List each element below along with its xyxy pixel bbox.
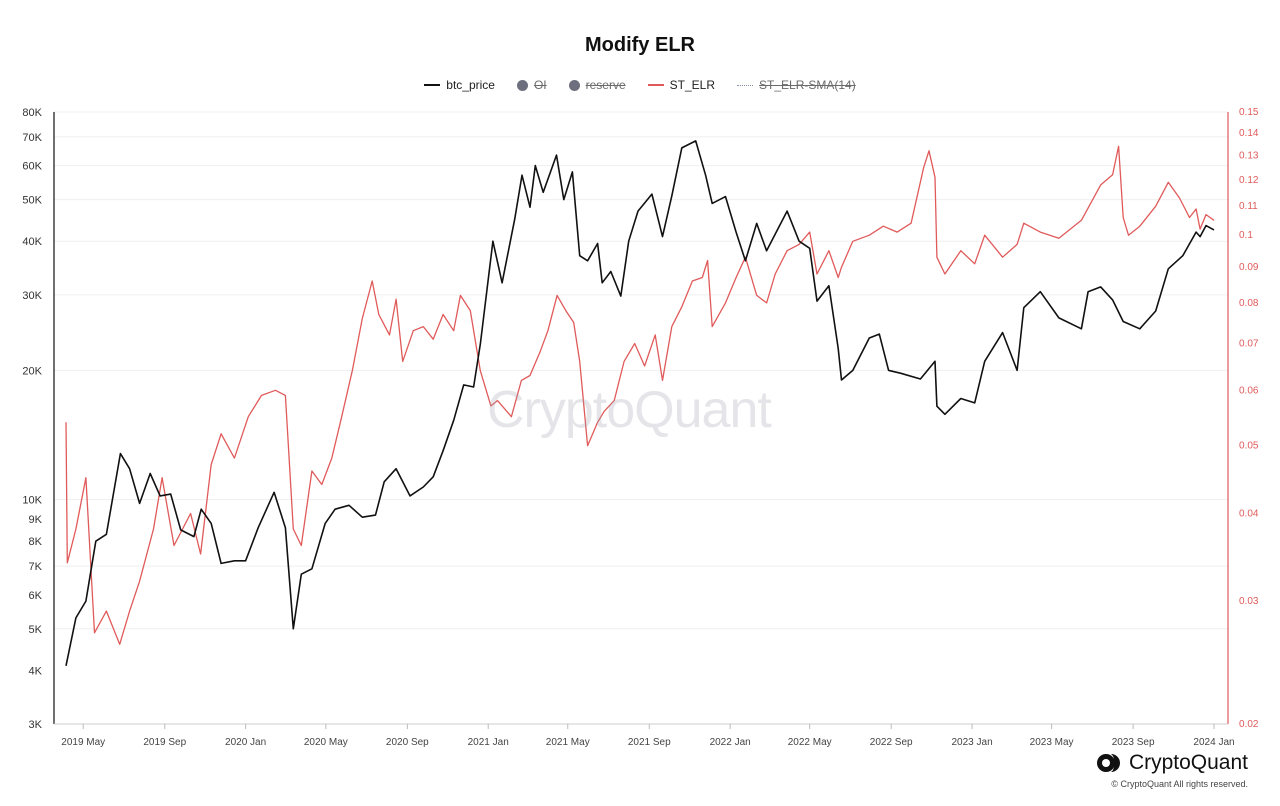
x-tick-label: 2020 Jan <box>225 737 266 748</box>
legend-label: OI <box>533 78 547 92</box>
y-left-tick-label: 80K <box>22 107 42 119</box>
y-right-tick-label: 0.04 <box>1239 508 1259 519</box>
legend-label: ST_ELR <box>669 78 716 92</box>
x-tick-label: 2022 May <box>788 737 832 748</box>
y-left-tick-label: 10K <box>22 495 42 507</box>
legend-label: ST_ELR-SMA(14) <box>759 78 856 92</box>
x-tick-label: 2022 Jan <box>710 737 751 748</box>
y-left-tick-label: 20K <box>22 365 42 377</box>
y-right-tick-label: 0.08 <box>1239 298 1259 309</box>
y-right-tick-label: 0.13 <box>1239 150 1259 161</box>
cryptoquant-logo-icon <box>1096 754 1120 772</box>
x-tick-label: 2021 May <box>546 737 590 748</box>
y-left-tick-label: 9K <box>29 514 43 526</box>
legend-swatch <box>516 79 528 91</box>
series-line-btc-price <box>65 140 1215 666</box>
y-right-tick-label: 0.09 <box>1239 262 1259 273</box>
y-right-tick-label: 0.12 <box>1239 175 1259 186</box>
x-tick-label: 2021 Sep <box>628 737 671 748</box>
x-tick-label: 2024 Jan <box>1193 737 1234 748</box>
y-left-tick-label: 5K <box>29 624 43 636</box>
x-tick-label: 2023 Sep <box>1112 737 1155 748</box>
legend-item-btc-price[interactable]: btc_price <box>424 78 495 92</box>
legend-swatch <box>568 79 580 91</box>
y-right-tick-label: 0.03 <box>1239 596 1259 607</box>
y-right-tick-label: 0.06 <box>1239 385 1259 396</box>
y-right-tick-label: 0.15 <box>1239 107 1259 118</box>
brand-name: CryptoQuant <box>1128 751 1248 774</box>
copyright: © CryptoQuant All rights reserved. <box>1111 779 1248 789</box>
y-right-tick-label: 0.07 <box>1239 338 1259 349</box>
y-right-tick-label: 0.1 <box>1239 230 1253 241</box>
y-left-tick-label: 7K <box>29 561 43 573</box>
y-right-tick-label: 0.11 <box>1239 201 1258 212</box>
y-left-tick-label: 8K <box>29 536 43 548</box>
y-left-tick-label: 6K <box>29 590 43 602</box>
y-right-tick-label: 0.05 <box>1239 441 1259 452</box>
brand-logo: CryptoQuant <box>1096 751 1248 775</box>
legend-swatch <box>647 84 664 86</box>
legend-item-st-elr-sma-14-[interactable]: ST_ELR-SMA(14) <box>737 78 856 92</box>
chart-title: Modify ELR <box>585 34 695 56</box>
legend-label: btc_price <box>446 78 495 92</box>
legend-swatch <box>737 84 754 86</box>
y-left-tick-label: 60K <box>22 161 42 173</box>
y-left-tick-label: 30K <box>22 290 42 302</box>
legend-item-oi[interactable]: OI <box>516 78 547 92</box>
x-tick-label: 2022 Sep <box>870 737 913 748</box>
y-left-tick-label: 70K <box>22 132 42 144</box>
y-left-tick-label: 3K <box>29 719 43 731</box>
legend-item-st-elr[interactable]: ST_ELR <box>647 78 716 92</box>
x-tick-label: 2020 Sep <box>386 737 429 748</box>
legend: btc_price OI reserve ST_ELR ST_ELR-SMA(14) <box>0 78 1280 92</box>
legend-swatch <box>424 84 441 86</box>
x-tick-label: 2019 May <box>61 737 105 748</box>
y-left-tick-label: 4K <box>29 665 43 677</box>
x-tick-label: 2023 May <box>1030 737 1074 748</box>
y-right-tick-label: 0.02 <box>1239 719 1259 730</box>
x-tick-label: 2023 Jan <box>951 737 992 748</box>
y-left-tick-label: 40K <box>22 236 42 248</box>
y-left-tick-label: 50K <box>22 195 42 207</box>
series-line-st-elr <box>65 145 1215 645</box>
y-right-tick-label: 0.14 <box>1239 128 1259 139</box>
x-tick-label: 2019 Sep <box>143 737 186 748</box>
legend-item-reserve[interactable]: reserve <box>568 78 626 92</box>
legend-label: reserve <box>585 78 626 92</box>
x-tick-label: 2020 May <box>304 737 348 748</box>
x-tick-label: 2021 Jan <box>468 737 509 748</box>
